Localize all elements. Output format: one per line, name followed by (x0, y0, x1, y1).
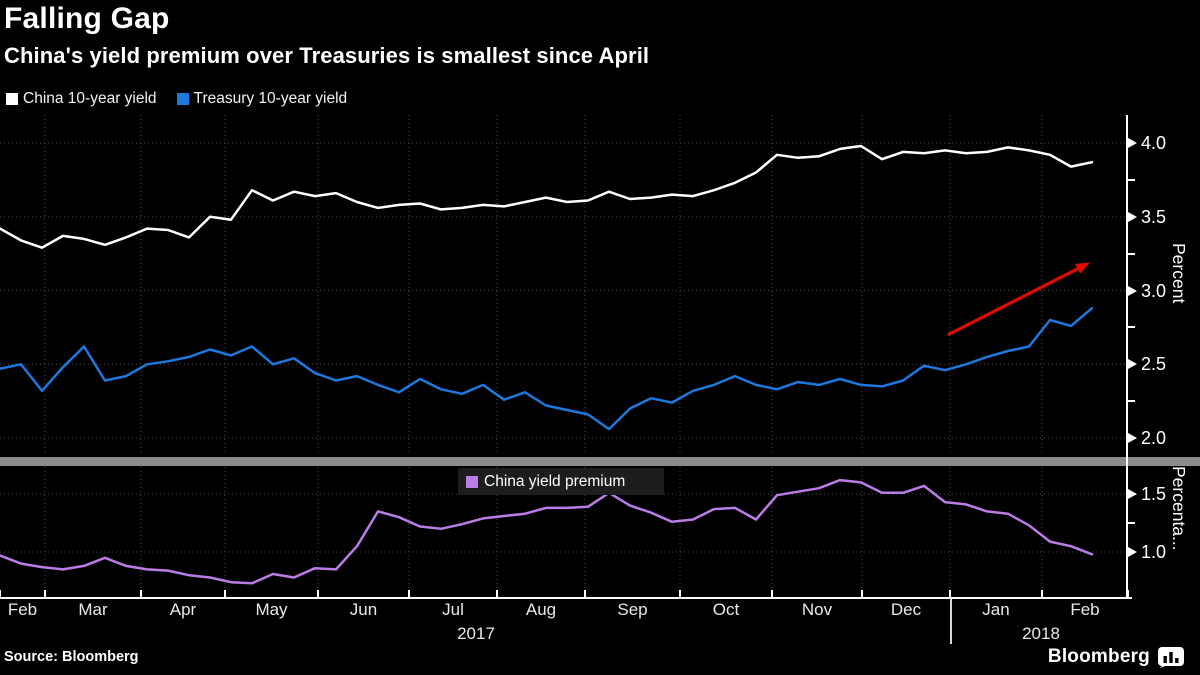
x-axis-month-label: Feb (1070, 600, 1100, 619)
x-axis-line (0, 597, 1132, 599)
x-axis-month-tick (140, 590, 142, 597)
y-axis-tick-arrow-icon (1128, 138, 1137, 148)
y-axis-tick-label: 1.0 (1141, 542, 1167, 562)
legend-item-china: China 10-year yield (6, 90, 157, 108)
premium-legend-box: China yield premium (458, 468, 664, 495)
x-axis-month-label: Aug (525, 600, 557, 619)
y-axis-tick-arrow-icon (1128, 285, 1137, 296)
top-chart-legend: China 10-year yield Treasury 10-year yie… (6, 90, 347, 108)
x-axis-month-tick (0, 590, 1, 597)
y-axis-tick-arrow-icon (1128, 489, 1137, 499)
legend-label-china: China 10-year yield (23, 90, 157, 107)
x-axis-month-label: Jan (982, 600, 1010, 619)
year-separator-line (950, 598, 952, 644)
x-axis-month-tick (949, 590, 951, 597)
x-axis-month-tick (408, 590, 410, 597)
legend-label-premium: China yield premium (484, 472, 626, 490)
y-axis-minor-tick (1128, 400, 1135, 403)
x-axis-month-label: Feb (7, 600, 38, 619)
x-axis-month-tick (1127, 590, 1129, 597)
x-axis-month-label: Dec (890, 600, 922, 619)
y-axis-minor-tick (1128, 522, 1135, 524)
top-panel-yields-chart (0, 115, 1128, 455)
y-axis-minor-tick (1128, 178, 1135, 181)
y-axis-tick-label: 3.0 (1141, 280, 1167, 301)
treasury-series-swatch-icon (176, 93, 189, 105)
x-axis-year-label: 2018 (1022, 624, 1060, 643)
legend-label-treasury: Treasury 10-year yield (193, 90, 348, 107)
y-axis-tick-arrow-icon (1128, 211, 1137, 222)
x-axis-month-label: Sep (617, 600, 648, 619)
x-axis-month-tick (496, 590, 498, 597)
panel-divider (0, 457, 1200, 466)
y-axis-minor-tick (1128, 326, 1135, 329)
right-y-axis-line (1126, 115, 1128, 598)
y-axis-tick-label: 1.5 (1141, 484, 1167, 504)
x-axis-month-tick (317, 590, 319, 597)
bloomberg-wordmark: Bloomberg (1047, 646, 1150, 667)
y-axis-tick-arrow-icon (1128, 433, 1137, 443)
premium-series-swatch-icon (466, 475, 478, 488)
y-axis-tick-label: 2.0 (1141, 428, 1167, 448)
x-axis-month-label: Nov (801, 600, 833, 619)
x-axis-month-tick (44, 590, 46, 597)
legend-item-treasury: Treasury 10-year yield (176, 90, 348, 108)
top-y-axis-title: Percent (1169, 243, 1189, 304)
china-series-swatch-icon (6, 93, 18, 105)
x-axis-month-label: May (255, 600, 288, 619)
page-title: Falling Gap (4, 2, 170, 35)
x-axis-month-tick (584, 590, 586, 597)
x-axis-month-label: Jul (442, 600, 464, 619)
x-axis-month-label: Jun (349, 600, 378, 619)
x-axis-month-tick (1041, 590, 1043, 597)
y-axis-tick-label: 4.0 (1141, 133, 1167, 153)
x-axis-month-tick (224, 590, 226, 597)
x-axis-month-label: Oct (712, 600, 740, 619)
bottom-y-axis-title: Percenta... (1169, 466, 1189, 551)
bottom-panel-premium-chart (0, 467, 1128, 597)
y-axis-tick-arrow-icon (1128, 547, 1137, 557)
x-axis-year-label: 2017 (457, 624, 495, 643)
y-axis-minor-tick (1128, 252, 1135, 255)
x-axis-month-label: Mar (78, 600, 108, 619)
bloomberg-logo-icon (1158, 647, 1184, 668)
x-axis-month-label: Apr (169, 600, 197, 619)
x-axis-month-tick (861, 590, 863, 597)
y-axis-tick-label: 2.5 (1141, 354, 1167, 375)
x-axis-month-tick (771, 590, 773, 597)
y-axis-tick-arrow-icon (1128, 359, 1137, 370)
x-axis-month-tick (679, 590, 681, 597)
source-attribution: Source: Bloomberg (4, 649, 139, 665)
y-axis-tick-label: 3.5 (1141, 206, 1167, 227)
chart-subtitle: China's yield premium over Treasuries is… (4, 43, 650, 68)
